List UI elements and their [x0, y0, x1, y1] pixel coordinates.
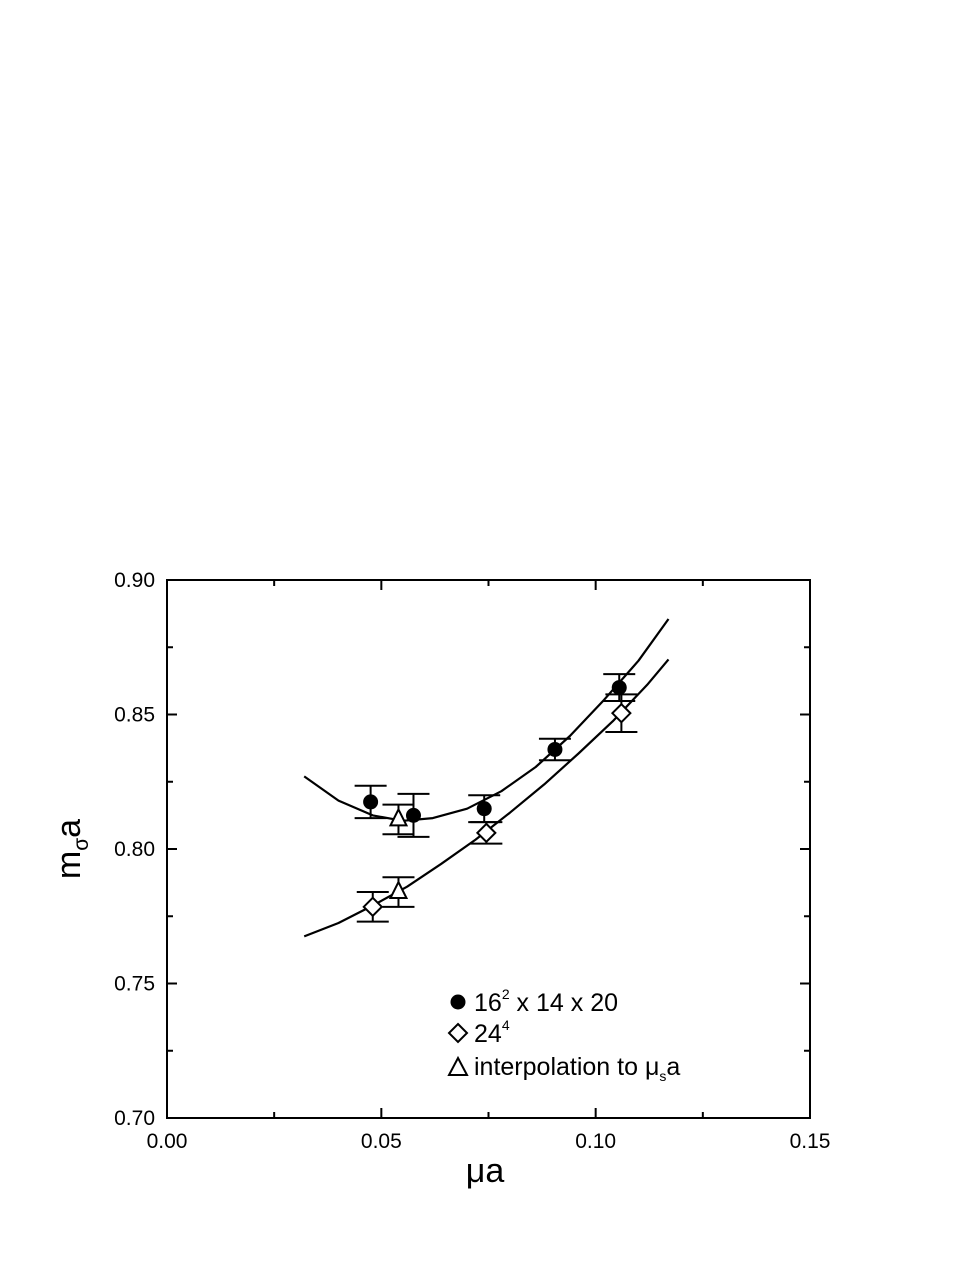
y-axis-title-main: m [50, 851, 88, 879]
data-point-triangle [388, 879, 409, 900]
y-tick-label: 0.90 [114, 569, 155, 592]
data-point-diamond [362, 896, 384, 918]
y-tick-label: 0.80 [114, 838, 155, 861]
x-tick-label: 0.05 [361, 1130, 402, 1153]
x-tick-label: 0.00 [147, 1130, 188, 1153]
data-point-circle [363, 794, 379, 810]
markers [362, 680, 632, 918]
x-tick-label: 0.10 [575, 1130, 616, 1153]
legend-marker-diamond [447, 1022, 469, 1044]
fit-curves [303, 618, 670, 938]
data-point-triangle [388, 807, 409, 827]
y-tick-label: 0.85 [114, 704, 155, 727]
legend-label-series-2: 244 [474, 1017, 510, 1048]
x-tick-label: 0.15 [790, 1130, 831, 1153]
data-point-circle [476, 801, 492, 817]
y-axis-title: mσa [50, 819, 93, 879]
legend: 162 x 14 x 20 244 interpolation to μsa [447, 986, 680, 1084]
legend-marker-triangle [447, 1055, 469, 1076]
legend-marker-circle [450, 994, 466, 1010]
legend-label-series-3: interpolation to μsa [474, 1053, 680, 1084]
data-point-circle [547, 741, 563, 757]
data-point-diamond [475, 822, 497, 844]
y-axis-title-subscript: σ [70, 838, 93, 851]
data-point-circle [405, 807, 421, 823]
legend-label-series-1: 162 x 14 x 20 [474, 986, 618, 1017]
x-axis-title: μa [466, 1152, 505, 1190]
ticks [166, 579, 811, 1119]
y-tick-label: 0.75 [114, 973, 155, 996]
y-tick-label: 0.70 [114, 1107, 155, 1130]
data-point-diamond [610, 702, 632, 724]
svg-text:mσa: mσa [50, 819, 93, 879]
y-axis-title-tail: a [50, 819, 88, 838]
data-point-circle [611, 680, 627, 696]
tick-labels: 0.00 0.05 0.10 0.15 0.70 0.75 0.80 0.85 0.90 [114, 569, 830, 1153]
